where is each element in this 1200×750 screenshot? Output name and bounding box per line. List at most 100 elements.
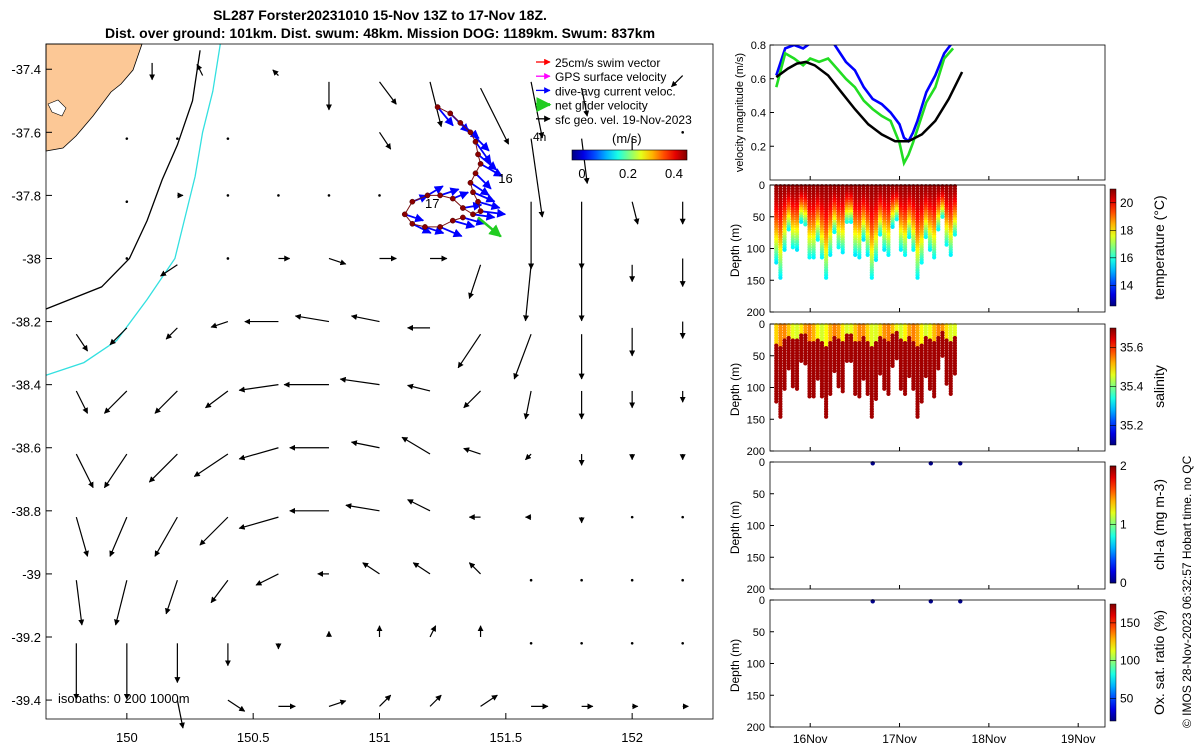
temperature-colorbar-tick-label: 20: [1120, 196, 1134, 210]
salinity-data-point: [811, 394, 816, 399]
geo-velocity-arrow: [210, 579, 229, 604]
salinity-colorbar-tick-label: 35.4: [1120, 380, 1144, 394]
geo-velocity-dot: [125, 137, 129, 140]
geo-velocity-arrow: [468, 264, 482, 299]
map-y-tick-label: -38.6: [11, 441, 41, 456]
geo-velocity-dot: [277, 194, 280, 197]
temperature-ylabel: Depth (m): [728, 224, 742, 277]
geo-velocity-arrow: [176, 699, 185, 729]
temperature-points: [774, 184, 958, 280]
temperature-data-point: [782, 247, 787, 252]
salinity-y-tick-label: 50: [753, 351, 765, 363]
map-x-tick-label: 151: [369, 730, 391, 745]
geo-velocity-arrow: [379, 694, 392, 707]
salinity-data-point: [803, 361, 808, 366]
oxygen saturation-axes-frame: [769, 599, 1106, 728]
geo-velocity-dot: [378, 194, 381, 197]
glider-position-marker: [434, 104, 441, 110]
coastal-lake: [47, 99, 67, 117]
temperature-data-point: [878, 232, 883, 237]
temperature-data-point: [915, 275, 920, 280]
salinity-data-point: [857, 394, 862, 399]
salinity-data-point: [824, 414, 829, 419]
salinity-data-point: [869, 414, 874, 419]
geo-velocity-dot: [681, 515, 684, 519]
speed-colorbar-tick-label: 0.4: [665, 166, 683, 181]
velocity-y-tick-label: 0.8: [751, 40, 766, 52]
salinity-data-point: [944, 381, 949, 386]
glider-position-marker: [467, 179, 474, 186]
geo-velocity-dot: [681, 578, 684, 582]
chl-a-colorbar-tick-label: 2: [1120, 459, 1127, 473]
map-y-tick-label: -37.6: [11, 125, 41, 140]
dive-avg-current-arrow: [411, 222, 432, 234]
geo-velocity-arrow: [401, 436, 431, 455]
salinity-data-point: [915, 414, 920, 419]
map-y-tick-label: -37.4: [11, 62, 41, 77]
glider-position-marker: [409, 220, 416, 227]
geo-velocity-arrow: [581, 88, 590, 117]
dive-avg-current-arrow: [427, 185, 444, 197]
geo-velocity-arrow: [429, 625, 437, 638]
temperature-data-point: [790, 245, 795, 250]
glider-position-marker: [424, 192, 431, 199]
salinity-data-point: [794, 386, 800, 391]
temperature-data-point: [799, 219, 804, 224]
chart-title-line2: Dist. over ground: 101km. Dist. swum: 48…: [104, 25, 656, 41]
salinity-colorbar-label: salinity: [1151, 365, 1167, 408]
temperature-data-point: [890, 224, 895, 230]
temperature-data-point: [828, 252, 833, 257]
dive-avg-current-arrow: [472, 211, 496, 221]
glider-position-marker: [475, 198, 481, 205]
temperature-data-point: [932, 255, 937, 260]
glider-position-marker: [422, 224, 428, 230]
temperature-data-point: [794, 247, 800, 252]
map-y-tick-label: -38.4: [11, 378, 41, 393]
temperature-colorbar-tick-label: 16: [1120, 251, 1134, 265]
geo-velocity-arrow: [671, 75, 684, 88]
time-x-tick-label: 18Nov: [972, 732, 1007, 746]
salinity-data-point: [774, 399, 779, 404]
temperature-data-point: [824, 275, 829, 280]
salinity-data-point: [832, 368, 837, 374]
speed-colorbar-tick-label: 0: [578, 166, 585, 181]
temperature-data-point: [919, 260, 924, 265]
geo-velocity-arrow: [429, 694, 442, 707]
chl-a-colorbar-tick-label: 0: [1120, 576, 1127, 590]
temperature-data-point: [861, 237, 866, 242]
map-x-tick-label: 150: [116, 730, 138, 745]
temperature-data-point: [940, 214, 945, 219]
oxygen saturation-colorbar: [1109, 603, 1117, 722]
geo-velocity-arrow: [75, 333, 89, 352]
salinity-data-point: [853, 391, 858, 396]
geo-velocity-arrow: [480, 694, 498, 707]
oxygen saturation-y-tick-label: 50: [753, 627, 765, 639]
dive-avg-current-arrow: [462, 216, 486, 226]
geo-velocity-arrow: [104, 390, 128, 414]
temperature-data-point: [882, 247, 887, 252]
salinity-data-point: [865, 391, 870, 396]
glider-position-marker: [409, 198, 416, 205]
temperature-data-point: [886, 252, 891, 257]
speed-colorbar-label: (m/s): [612, 131, 642, 146]
geo-velocity-arrow: [193, 453, 229, 477]
velocity-ylabel: velocity magnitude (m/s): [734, 53, 746, 172]
temperature-data-point: [865, 252, 870, 257]
geo-velocity-arrow: [480, 87, 510, 145]
glider-position-marker: [467, 129, 474, 136]
geo-velocity-arrow: [463, 390, 481, 409]
legend-entry-label: GPS surface velocity: [555, 70, 666, 84]
salinity-y-tick-label: 0: [759, 319, 765, 331]
chart-title-line1: SL287 Forster20231010 15-Nov 13Z to 17-N…: [213, 7, 547, 23]
geo-velocity-dot: [226, 194, 230, 197]
temperature-data-point: [927, 247, 933, 252]
temperature-data-point: [944, 242, 949, 247]
geo-velocity-arrow: [103, 453, 128, 489]
glider-position-marker: [477, 161, 484, 167]
salinity-y-tick-label: 150: [747, 414, 765, 426]
glider-position-marker: [472, 170, 479, 177]
geo-velocity-arrow: [468, 562, 481, 575]
glider-position-marker: [460, 205, 466, 211]
geo-velocity-arrow: [160, 264, 178, 277]
legend-reference-label: 4h: [533, 130, 546, 144]
